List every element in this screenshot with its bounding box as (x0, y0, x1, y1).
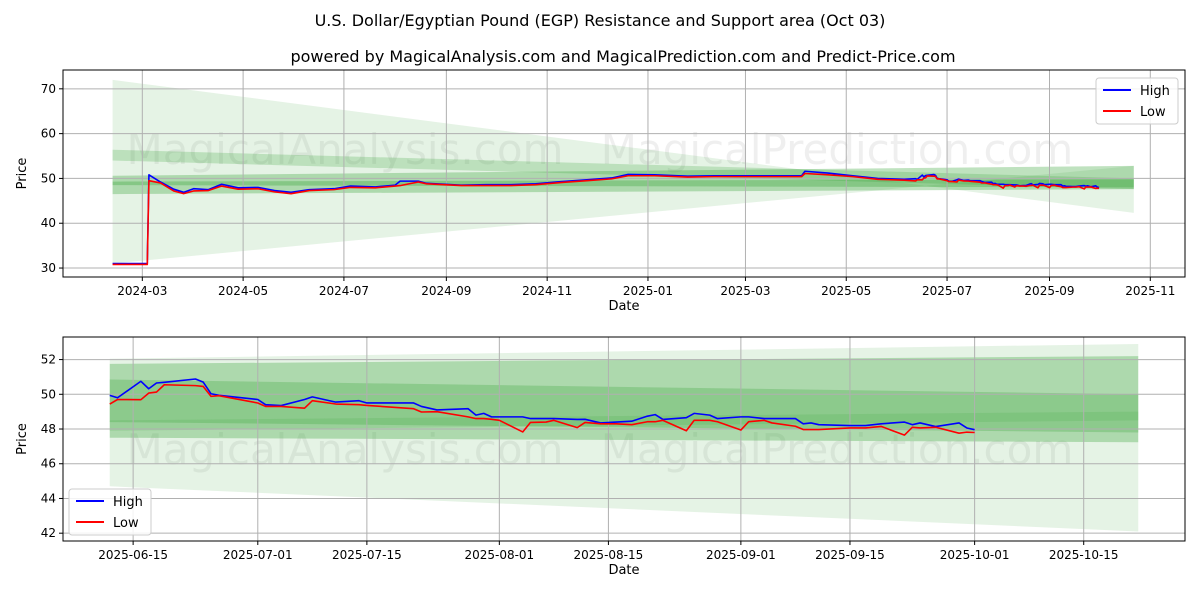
y-axis-label: Price (15, 423, 30, 455)
series-lines (112, 170, 1100, 266)
y-tick-label: 44 (41, 491, 56, 505)
y-tick-label: 50 (41, 387, 56, 401)
x-tick-label: 2025-08-01 (464, 548, 534, 562)
support-resistance-bands (112, 79, 1134, 264)
x-tick-label: 2025-10-01 (940, 548, 1010, 562)
x-tick-label: 2024-11 (522, 284, 572, 298)
series-lines (109, 378, 975, 436)
x-tick-label: 2025-03 (720, 284, 770, 298)
chart-title: U.S. Dollar/Egyptian Pound (EGP) Resista… (315, 11, 886, 30)
axes-frame (62, 69, 1186, 278)
legend: High Low (1095, 77, 1179, 125)
legend-label: High (113, 495, 143, 510)
x-tick-label: 2025-09 (1024, 284, 1074, 298)
x-tick-label: 2025-11 (1125, 284, 1175, 298)
axes-frame (62, 336, 1186, 542)
chart-subtitle: powered by MagicalAnalysis.com and Magic… (290, 47, 955, 66)
band-area (112, 179, 1134, 188)
y-axis-label: Price (15, 158, 30, 190)
x-tick-label: 2025-09-01 (706, 548, 776, 562)
x-tick-label: 2025-05 (821, 284, 871, 298)
support-resistance-bands (109, 343, 1139, 532)
x-tick-label: 2025-06-15 (98, 548, 168, 562)
x-tick-label: 2024-05 (218, 284, 268, 298)
legend: High Low (68, 488, 152, 536)
watermark-text: MagicalPrediction.com (601, 425, 1074, 474)
series-line-low (109, 383, 975, 436)
y-tick-label: 70 (41, 82, 56, 96)
x-tick-label: 2024-07 (319, 284, 369, 298)
y-tick-label: 42 (41, 526, 56, 540)
y-tick-label: 60 (41, 127, 56, 141)
x-tick-label: 2025-10-15 (1049, 548, 1119, 562)
top-chart: MagicalAnalysis.com MagicalPrediction.com… (15, 69, 1186, 314)
x-tick-label: 2024-03 (117, 284, 167, 298)
x-tick-label: 2025-07-01 (223, 548, 293, 562)
y-tick-label: 40 (41, 216, 56, 230)
y-tick-label: 30 (41, 261, 56, 275)
y-tick-label: 52 (41, 353, 56, 367)
series-line-high (109, 378, 975, 431)
x-tick-label: 2025-07-15 (332, 548, 402, 562)
y-tick-label: 50 (41, 171, 56, 185)
band-area (112, 79, 1134, 264)
y-tick-label: 46 (41, 457, 56, 471)
legend-label: Low (113, 516, 139, 531)
x-tick-label: 2024-09 (421, 284, 471, 298)
x-axis-label: Date (608, 299, 639, 314)
y-tick-label: 48 (41, 422, 56, 436)
series-line-low (112, 172, 1100, 266)
x-tick-label: 2025-07 (922, 284, 972, 298)
legend-label: Low (1140, 105, 1166, 120)
x-axis-label: Date (608, 563, 639, 578)
bottom-chart: MagicalAnalysis.com MagicalPrediction.com… (15, 336, 1186, 578)
x-tick-label: 2025-08-15 (574, 548, 644, 562)
x-tick-label: 2025-09-15 (815, 548, 885, 562)
x-tick-label: 2025-01 (623, 284, 673, 298)
watermark-text: MagicalAnalysis.com (127, 425, 564, 474)
legend-label: High (1140, 84, 1170, 99)
